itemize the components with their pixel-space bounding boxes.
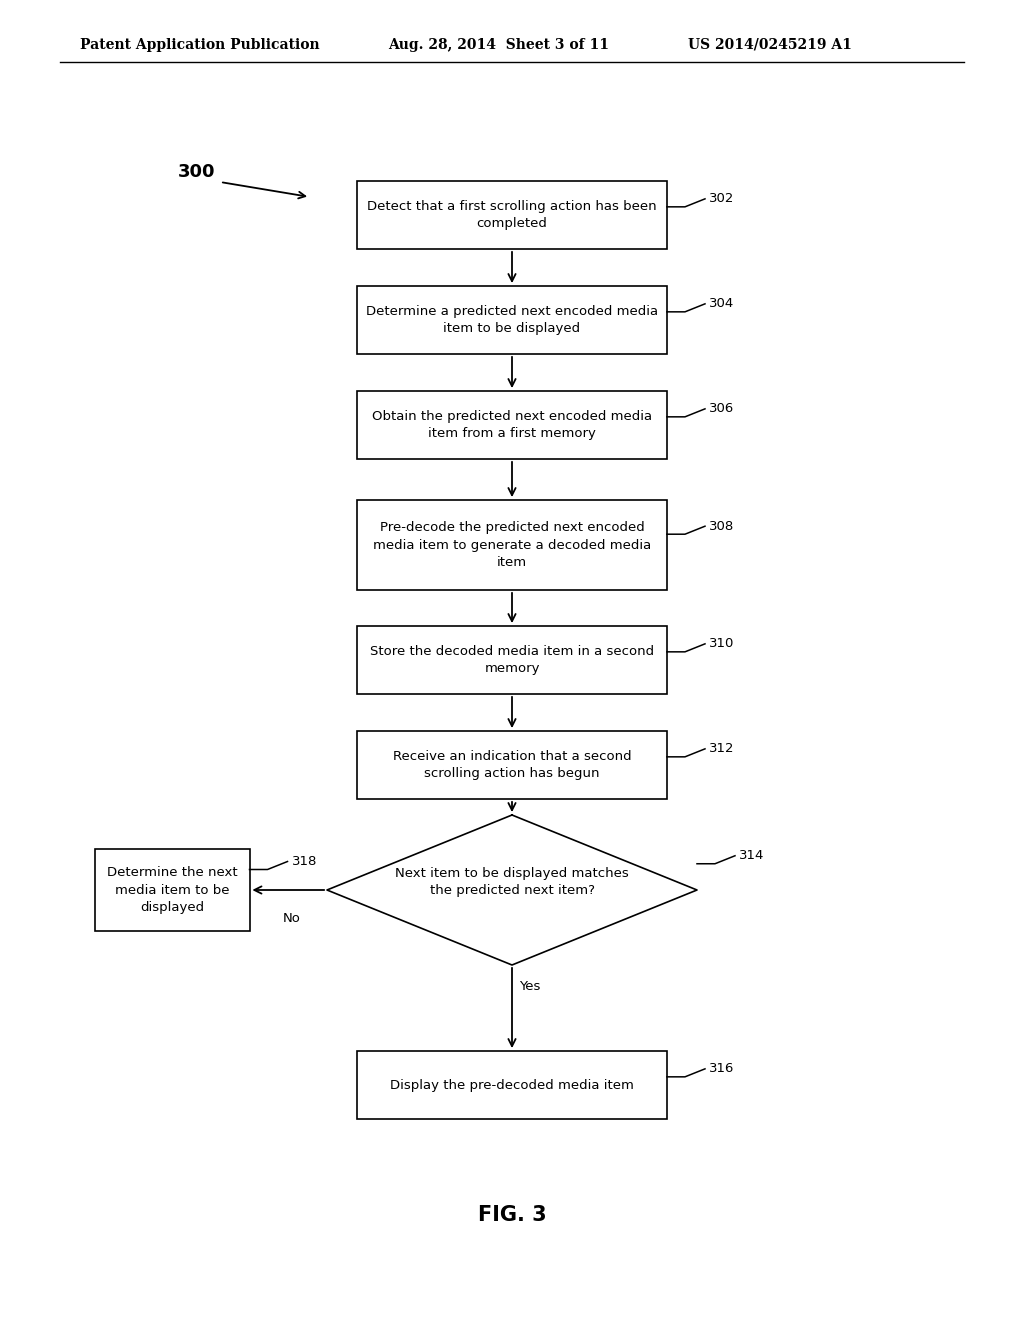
- Text: Determine a predicted next encoded media
item to be displayed: Determine a predicted next encoded media…: [366, 305, 658, 335]
- Text: 300: 300: [178, 162, 215, 181]
- Text: Obtain the predicted next encoded media
item from a first memory: Obtain the predicted next encoded media …: [372, 409, 652, 441]
- Text: Receive an indication that a second
scrolling action has begun: Receive an indication that a second scro…: [392, 750, 632, 780]
- Text: No: No: [283, 912, 301, 924]
- Text: 306: 306: [709, 403, 734, 416]
- Text: 318: 318: [292, 855, 316, 869]
- Text: US 2014/0245219 A1: US 2014/0245219 A1: [688, 38, 852, 51]
- Text: Detect that a first scrolling action has been
completed: Detect that a first scrolling action has…: [368, 199, 656, 230]
- FancyBboxPatch shape: [357, 391, 667, 459]
- Text: FIG. 3: FIG. 3: [477, 1205, 547, 1225]
- Text: 308: 308: [709, 520, 734, 533]
- Text: Patent Application Publication: Patent Application Publication: [80, 38, 319, 51]
- Text: 312: 312: [709, 742, 734, 755]
- Text: 316: 316: [709, 1063, 734, 1076]
- Text: Next item to be displayed matches
the predicted next item?: Next item to be displayed matches the pr…: [395, 867, 629, 898]
- Text: 310: 310: [709, 638, 734, 651]
- Text: Display the pre-decoded media item: Display the pre-decoded media item: [390, 1078, 634, 1092]
- FancyBboxPatch shape: [357, 181, 667, 249]
- Text: 302: 302: [709, 193, 734, 206]
- Text: Store the decoded media item in a second
memory: Store the decoded media item in a second…: [370, 644, 654, 676]
- Text: Pre-decode the predicted next encoded
media item to generate a decoded media
ite: Pre-decode the predicted next encoded me…: [373, 521, 651, 569]
- FancyBboxPatch shape: [357, 500, 667, 590]
- FancyBboxPatch shape: [357, 626, 667, 694]
- Text: 314: 314: [739, 849, 764, 862]
- Text: 304: 304: [709, 297, 734, 310]
- FancyBboxPatch shape: [357, 1051, 667, 1119]
- FancyBboxPatch shape: [94, 849, 250, 931]
- FancyBboxPatch shape: [357, 731, 667, 799]
- Text: Yes: Yes: [519, 981, 541, 994]
- Text: Aug. 28, 2014  Sheet 3 of 11: Aug. 28, 2014 Sheet 3 of 11: [388, 38, 609, 51]
- FancyBboxPatch shape: [357, 286, 667, 354]
- Text: Determine the next
media item to be
displayed: Determine the next media item to be disp…: [106, 866, 238, 913]
